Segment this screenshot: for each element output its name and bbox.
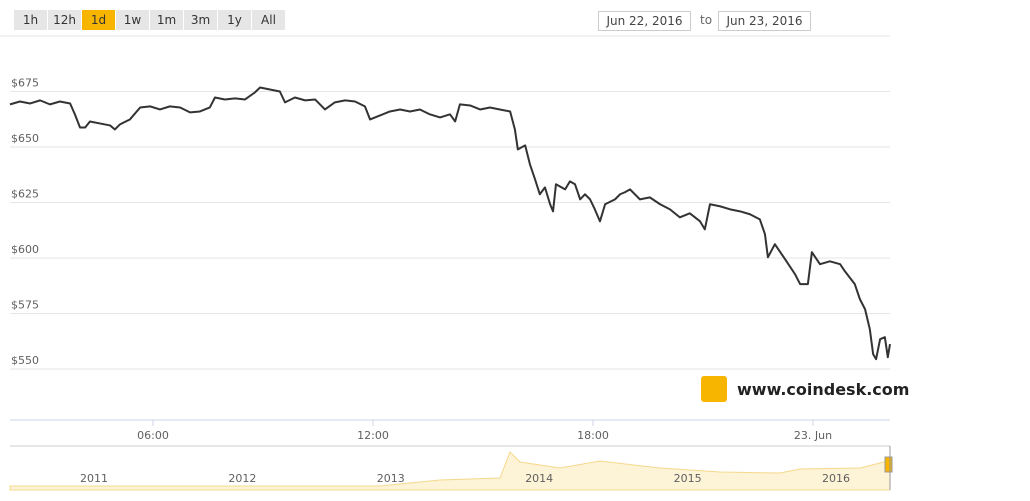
range-button[interactable]: 1h xyxy=(14,10,47,30)
y-tick-label: $550 xyxy=(11,354,39,367)
navigator-label: 2016 xyxy=(822,472,850,485)
y-tick-label: $675 xyxy=(11,76,39,89)
x-tick-label: 23. Jun xyxy=(794,429,832,442)
range-button[interactable]: All xyxy=(252,10,285,30)
date-separator: to xyxy=(700,13,713,27)
navigator-label: 2011 xyxy=(80,472,108,485)
y-tick-label: $625 xyxy=(11,187,39,200)
price-line xyxy=(9,86,891,361)
y-tick-label: $600 xyxy=(11,243,39,256)
range-button[interactable]: 1y xyxy=(218,10,251,30)
x-tick-label: 18:00 xyxy=(577,429,609,442)
date-to[interactable]: Jun 23, 2016 xyxy=(718,11,811,31)
navigator-area xyxy=(9,451,891,491)
range-button[interactable]: 1m xyxy=(150,10,183,30)
x-tick-label: 06:00 xyxy=(137,429,169,442)
navigator-handle[interactable] xyxy=(884,456,893,473)
range-button[interactable]: 12h xyxy=(48,10,81,30)
navigator-label: 2013 xyxy=(377,472,405,485)
range-selector: 1h 12h 1d 1w 1m 3m 1y All xyxy=(14,10,286,30)
watermark: www.coindesk.com xyxy=(701,376,909,402)
range-button[interactable]: 3m xyxy=(184,10,217,30)
navigator-label: 2015 xyxy=(674,472,702,485)
y-tick-label: $650 xyxy=(11,132,39,145)
y-tick-label: $575 xyxy=(11,298,39,311)
date-from[interactable]: Jun 22, 2016 xyxy=(598,11,691,31)
navigator-label: 2012 xyxy=(228,472,256,485)
x-tick-label: 12:00 xyxy=(357,429,389,442)
navigator-label: 2014 xyxy=(525,472,553,485)
watermark-text: www.coindesk.com xyxy=(737,379,910,399)
logo-icon xyxy=(701,376,727,402)
range-button[interactable]: 1d xyxy=(82,10,115,30)
range-button[interactable]: 1w xyxy=(116,10,149,30)
